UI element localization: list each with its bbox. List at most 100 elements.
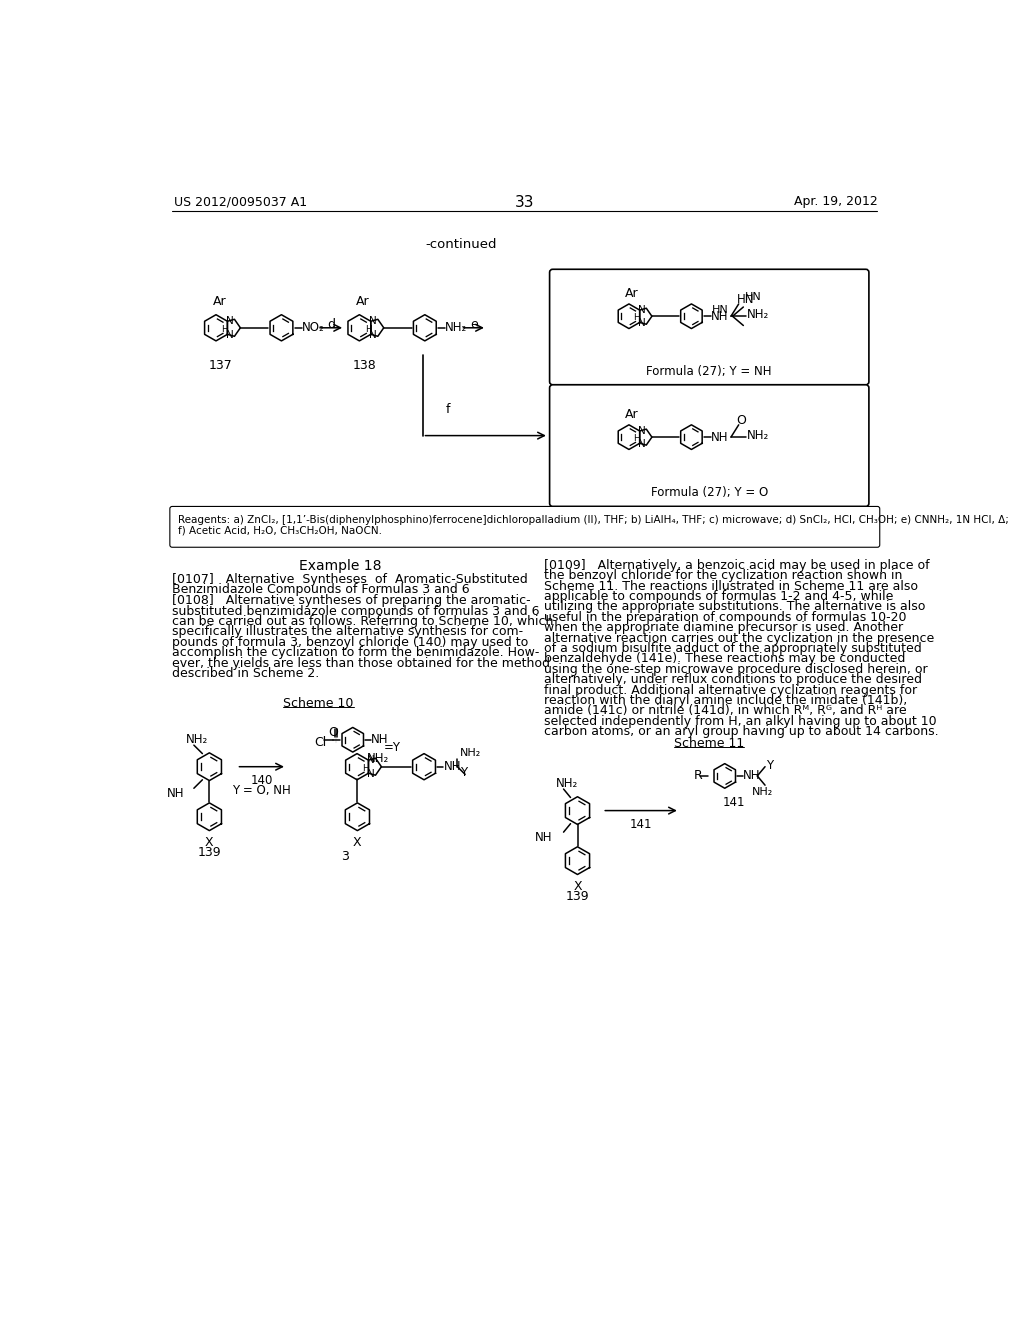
Text: NH: NH — [536, 832, 553, 843]
Text: N: N — [367, 755, 375, 766]
Text: =Y: =Y — [384, 741, 400, 754]
Text: NH: NH — [743, 770, 761, 783]
Text: f: f — [445, 403, 451, 416]
Text: Reagents: a) ZnCl₂, [1,1’-Bis(diphenylphosphino)ferrocene]dichloropalladium (II): Reagents: a) ZnCl₂, [1,1’-Bis(diphenylph… — [178, 515, 1010, 525]
Text: NH: NH — [711, 430, 728, 444]
Text: NO₂: NO₂ — [302, 321, 325, 334]
Text: HN: HN — [744, 292, 762, 302]
Text: utilizing the appropriate substitutions. The alternative is also: utilizing the appropriate substitutions.… — [544, 601, 926, 614]
Text: e: e — [470, 318, 477, 331]
FancyBboxPatch shape — [550, 385, 869, 507]
Text: can be carried out as follows. Referring to Scheme 10, which: can be carried out as follows. Referring… — [172, 615, 554, 628]
Text: NH₂: NH₂ — [746, 429, 769, 442]
Text: specifically illustrates the alternative synthesis for com-: specifically illustrates the alternative… — [172, 626, 523, 639]
Text: NH: NH — [167, 787, 184, 800]
Text: H: H — [634, 433, 640, 442]
Text: NH₂: NH₂ — [460, 748, 481, 758]
Text: [0109]   Alternatively, a benzoic acid may be used in place of: [0109] Alternatively, a benzoic acid may… — [544, 558, 930, 572]
Text: H: H — [221, 325, 228, 334]
Text: f) Acetic Acid, H₂O, CH₃CH₂OH, NaOCN.: f) Acetic Acid, H₂O, CH₃CH₂OH, NaOCN. — [178, 525, 382, 536]
Text: N: N — [369, 315, 377, 326]
Text: Cl: Cl — [314, 735, 327, 748]
Text: Apr. 19, 2012: Apr. 19, 2012 — [795, 195, 879, 209]
Text: N: N — [369, 330, 377, 341]
Text: NH₂: NH₂ — [367, 751, 389, 764]
Text: Formula (27); Y = O: Formula (27); Y = O — [650, 487, 768, 499]
Text: NH₂: NH₂ — [746, 308, 769, 321]
Text: Example 18: Example 18 — [299, 558, 381, 573]
Text: applicable to compounds of formulas 1-2 and 4-5, while: applicable to compounds of formulas 1-2 … — [544, 590, 894, 603]
Text: 140: 140 — [251, 775, 272, 788]
Text: N: N — [225, 315, 233, 326]
Text: d: d — [327, 318, 335, 331]
Text: pounds of formula 3, benzoyl chloride (140) may used to: pounds of formula 3, benzoyl chloride (1… — [172, 636, 528, 649]
Text: substituted benzimidazole compounds of formulas 3 and 6: substituted benzimidazole compounds of f… — [172, 605, 540, 618]
Text: N: N — [638, 426, 645, 436]
Text: Y: Y — [766, 759, 773, 772]
Text: reaction with the diaryl amine include the imidate (141b),: reaction with the diaryl amine include t… — [544, 694, 907, 708]
Text: Y = O, NH: Y = O, NH — [232, 784, 291, 797]
Text: H: H — [362, 763, 370, 772]
Text: N: N — [638, 318, 645, 329]
Text: US 2012/0095037 A1: US 2012/0095037 A1 — [174, 195, 307, 209]
Text: 3: 3 — [341, 850, 349, 863]
FancyBboxPatch shape — [170, 507, 880, 548]
Text: 139: 139 — [565, 890, 590, 903]
Text: H: H — [365, 325, 372, 334]
Text: final product. Additional alternative cyclization reagents for: final product. Additional alternative cy… — [544, 684, 918, 697]
Text: H: H — [634, 313, 640, 322]
Text: 141: 141 — [723, 796, 745, 809]
Text: NH₂: NH₂ — [186, 733, 208, 746]
Text: O: O — [736, 413, 746, 426]
Text: X: X — [205, 836, 214, 849]
Text: selected independently from H, an alkyl having up to about 10: selected independently from H, an alkyl … — [544, 714, 937, 727]
Text: 139: 139 — [198, 846, 221, 859]
Text: N: N — [225, 330, 233, 341]
Text: Ar: Ar — [625, 286, 639, 300]
Text: O: O — [329, 726, 338, 739]
Text: Scheme 10: Scheme 10 — [283, 697, 353, 710]
Text: described in Scheme 2.: described in Scheme 2. — [172, 667, 319, 680]
Text: N: N — [638, 305, 645, 315]
Text: [0107]   Alternative  Syntheses  of  Aromatic-Substituted: [0107] Alternative Syntheses of Aromatic… — [172, 573, 528, 586]
Text: accomplish the cyclization to form the benimidazole. How-: accomplish the cyclization to form the b… — [172, 647, 540, 659]
Text: NH: NH — [371, 733, 388, 746]
Text: HN: HN — [736, 293, 754, 306]
Text: carbon atoms, or an aryl group having up to about 14 carbons.: carbon atoms, or an aryl group having up… — [544, 725, 939, 738]
Text: X: X — [573, 880, 582, 892]
Text: 141: 141 — [630, 818, 652, 832]
Text: Ar: Ar — [625, 408, 639, 421]
Text: ever, the yields are less than those obtained for the method: ever, the yields are less than those obt… — [172, 656, 550, 669]
Text: [0108]   Alternative syntheses of preparing the aromatic-: [0108] Alternative syntheses of preparin… — [172, 594, 530, 607]
Text: HN: HN — [712, 305, 729, 314]
Text: the benzoyl chloride for the cyclization reaction shown in: the benzoyl chloride for the cyclization… — [544, 569, 902, 582]
Text: NH₂: NH₂ — [445, 321, 467, 334]
Text: R: R — [693, 770, 702, 783]
Text: Benzimidazole Compounds of Formulas 3 and 6: Benzimidazole Compounds of Formulas 3 an… — [172, 583, 470, 597]
Text: useful in the preparation of compounds of formulas 10-20: useful in the preparation of compounds o… — [544, 611, 906, 624]
Text: Ar: Ar — [213, 296, 226, 309]
Text: of a sodium bisulfite adduct of the appropriately substituted: of a sodium bisulfite adduct of the appr… — [544, 642, 922, 655]
Text: amide (141c) or nitrile (141d), in which Rᴹ, Rᴳ, and Rᴴ are: amide (141c) or nitrile (141d), in which… — [544, 705, 907, 717]
Text: using the one-step microwave procedure disclosed herein, or: using the one-step microwave procedure d… — [544, 663, 928, 676]
Text: NH₂: NH₂ — [556, 777, 579, 791]
Text: 33: 33 — [515, 195, 535, 210]
FancyBboxPatch shape — [550, 269, 869, 385]
Text: Ar: Ar — [356, 296, 370, 309]
Text: X: X — [353, 836, 361, 849]
Text: benzaldehyde (141e). These reactions may be conducted: benzaldehyde (141e). These reactions may… — [544, 652, 905, 665]
Text: -continued: -continued — [426, 238, 497, 251]
Text: NH₂: NH₂ — [752, 787, 773, 797]
Text: alternatively, under reflux conditions to produce the desired: alternatively, under reflux conditions t… — [544, 673, 923, 686]
Text: Scheme 11. The reactions illustrated in Scheme 11 are also: Scheme 11. The reactions illustrated in … — [544, 579, 919, 593]
Text: Scheme 11: Scheme 11 — [674, 738, 744, 751]
Text: N: N — [367, 770, 375, 779]
Text: NH: NH — [711, 310, 728, 323]
Text: Y: Y — [460, 767, 467, 779]
Text: alternative reaction carries out the cyclization in the presence: alternative reaction carries out the cyc… — [544, 631, 935, 644]
Text: 137: 137 — [209, 359, 232, 372]
Text: NH: NH — [443, 760, 461, 774]
Text: N: N — [638, 440, 645, 449]
Text: 138: 138 — [352, 359, 376, 372]
Text: when the appropriate diamine precursor is used. Another: when the appropriate diamine precursor i… — [544, 622, 903, 634]
